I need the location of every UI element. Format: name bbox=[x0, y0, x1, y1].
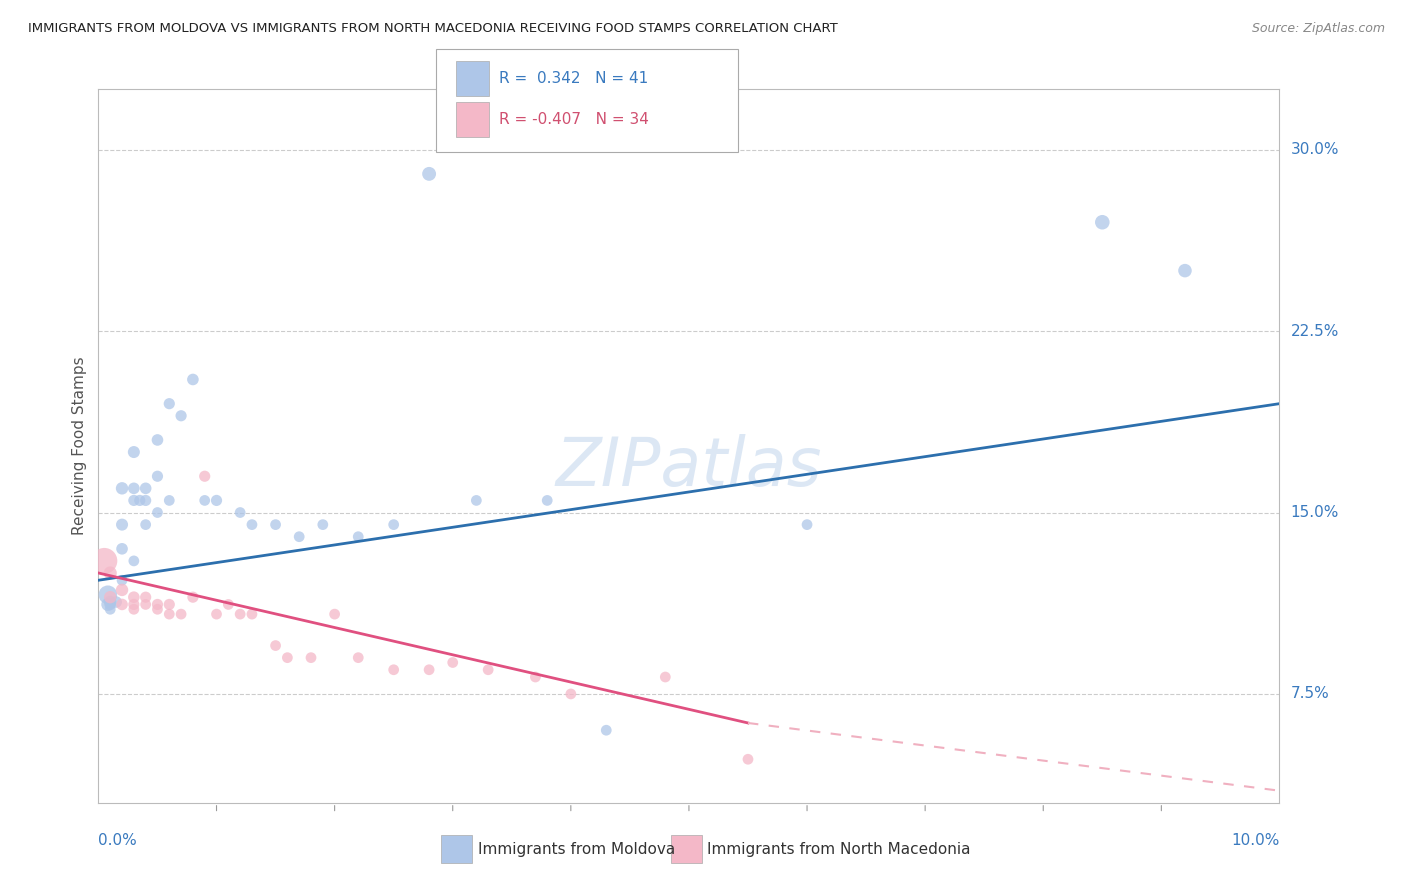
Point bbox=[418, 663, 440, 677]
Point bbox=[135, 590, 157, 604]
Point bbox=[276, 650, 298, 665]
Point bbox=[1091, 215, 1114, 229]
Point bbox=[288, 530, 311, 544]
Point bbox=[111, 598, 134, 612]
Point bbox=[135, 481, 157, 495]
Point bbox=[105, 595, 128, 609]
Point bbox=[264, 517, 287, 532]
Text: IMMIGRANTS FROM MOLDOVA VS IMMIGRANTS FROM NORTH MACEDONIA RECEIVING FOOD STAMPS: IMMIGRANTS FROM MOLDOVA VS IMMIGRANTS FR… bbox=[28, 22, 838, 36]
Point bbox=[441, 656, 464, 670]
Point bbox=[299, 650, 322, 665]
Point bbox=[122, 602, 145, 616]
Point bbox=[312, 517, 335, 532]
Point bbox=[205, 493, 228, 508]
Point bbox=[465, 493, 488, 508]
Point bbox=[181, 372, 204, 386]
Point bbox=[146, 506, 169, 520]
Point bbox=[796, 517, 818, 532]
Point bbox=[595, 723, 617, 738]
Point bbox=[170, 607, 193, 621]
Point bbox=[122, 493, 145, 508]
Point bbox=[560, 687, 582, 701]
Point bbox=[98, 566, 121, 580]
Point bbox=[536, 493, 558, 508]
Point bbox=[111, 582, 134, 597]
Point bbox=[97, 598, 120, 612]
Point bbox=[146, 602, 169, 616]
Text: 10.0%: 10.0% bbox=[1232, 833, 1279, 848]
Point bbox=[122, 445, 145, 459]
Point bbox=[111, 481, 134, 495]
Point bbox=[97, 588, 120, 602]
Point bbox=[737, 752, 759, 766]
Text: R =  0.342   N = 41: R = 0.342 N = 41 bbox=[499, 71, 648, 86]
Text: ZIPatlas: ZIPatlas bbox=[555, 434, 823, 500]
Point bbox=[240, 607, 263, 621]
Text: 15.0%: 15.0% bbox=[1291, 505, 1339, 520]
Point bbox=[135, 598, 157, 612]
Point bbox=[181, 590, 204, 604]
Point bbox=[135, 517, 157, 532]
Text: 30.0%: 30.0% bbox=[1291, 142, 1339, 157]
Point bbox=[477, 663, 499, 677]
Point bbox=[240, 517, 263, 532]
Point bbox=[205, 607, 228, 621]
Point bbox=[347, 650, 370, 665]
Y-axis label: Receiving Food Stamps: Receiving Food Stamps bbox=[72, 357, 87, 535]
Point bbox=[111, 517, 134, 532]
Point bbox=[93, 554, 115, 568]
Text: Immigrants from Moldova: Immigrants from Moldova bbox=[478, 842, 675, 856]
Point bbox=[229, 506, 252, 520]
Point bbox=[146, 469, 169, 483]
Point bbox=[98, 595, 121, 609]
Point bbox=[382, 517, 405, 532]
Text: 22.5%: 22.5% bbox=[1291, 324, 1339, 339]
Point bbox=[347, 530, 370, 544]
Text: 7.5%: 7.5% bbox=[1291, 687, 1329, 701]
Text: Immigrants from North Macedonia: Immigrants from North Macedonia bbox=[707, 842, 970, 856]
Point bbox=[654, 670, 676, 684]
Point bbox=[122, 590, 145, 604]
Point bbox=[229, 607, 252, 621]
Text: 0.0%: 0.0% bbox=[98, 833, 138, 848]
Point bbox=[382, 663, 405, 677]
Point bbox=[194, 493, 217, 508]
Point bbox=[157, 493, 180, 508]
Point bbox=[1174, 263, 1197, 277]
Point bbox=[157, 598, 180, 612]
Point bbox=[98, 602, 121, 616]
Point bbox=[122, 481, 145, 495]
Point bbox=[98, 590, 121, 604]
Point bbox=[418, 167, 440, 181]
Point bbox=[323, 607, 346, 621]
Point bbox=[264, 639, 287, 653]
Point bbox=[98, 598, 121, 612]
Text: R = -0.407   N = 34: R = -0.407 N = 34 bbox=[499, 112, 650, 127]
Point bbox=[111, 541, 134, 556]
Point bbox=[157, 607, 180, 621]
Point bbox=[128, 493, 150, 508]
Point bbox=[194, 469, 217, 483]
Point bbox=[217, 598, 239, 612]
Point bbox=[524, 670, 547, 684]
Point bbox=[122, 554, 145, 568]
Point bbox=[122, 598, 145, 612]
Point bbox=[135, 493, 157, 508]
Point bbox=[170, 409, 193, 423]
Point bbox=[146, 598, 169, 612]
Point bbox=[157, 397, 180, 411]
Text: Source: ZipAtlas.com: Source: ZipAtlas.com bbox=[1251, 22, 1385, 36]
Point bbox=[146, 433, 169, 447]
Point bbox=[111, 574, 134, 588]
